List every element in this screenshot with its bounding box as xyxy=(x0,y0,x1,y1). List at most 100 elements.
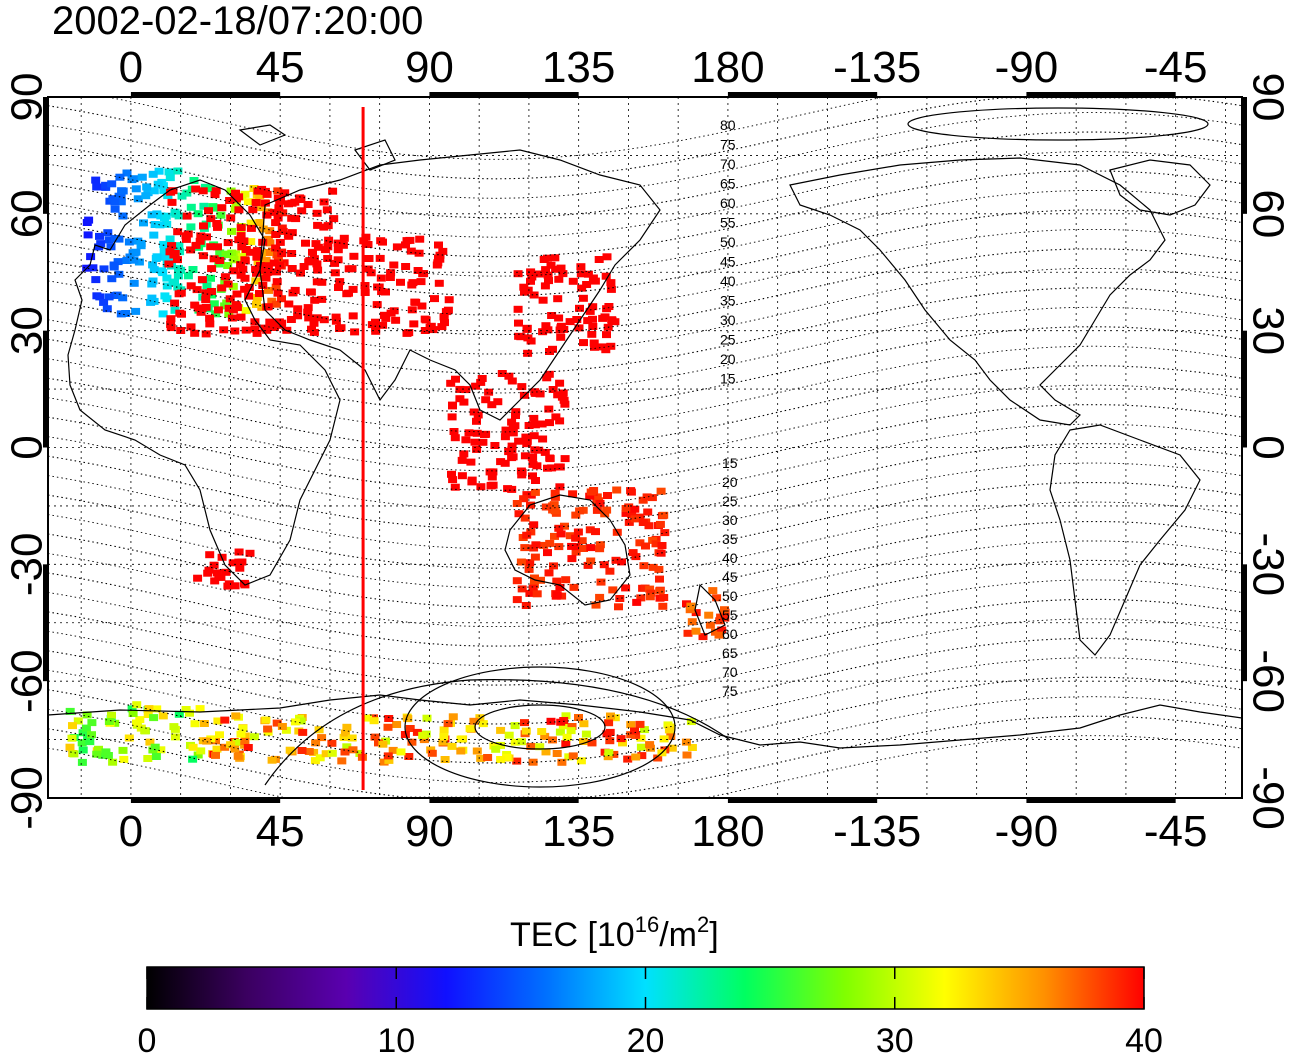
tec-pixel xyxy=(603,753,613,761)
tec-pixel xyxy=(637,752,647,760)
tec-pixel xyxy=(449,428,459,435)
tec-pixel xyxy=(158,310,168,318)
tec-pixel xyxy=(170,299,180,307)
contour-line xyxy=(48,559,1242,647)
tec-pixel xyxy=(517,738,526,746)
tec-pixel xyxy=(606,342,616,350)
tec-pixel xyxy=(612,486,622,494)
tec-pixel xyxy=(585,307,595,315)
tec-pixel xyxy=(375,254,385,262)
tec-pixel xyxy=(193,751,203,759)
tec-pixel xyxy=(165,174,175,182)
colorbar-tick-label: 40 xyxy=(1125,1022,1163,1057)
tec-pixel xyxy=(269,208,279,216)
frame-bar xyxy=(727,92,878,97)
tec-pixel xyxy=(507,418,517,426)
contour-line xyxy=(48,482,1242,569)
tec-pixel xyxy=(568,277,578,285)
tec-pixel xyxy=(232,738,242,746)
tec-pixel xyxy=(583,270,593,278)
tec-pixel xyxy=(552,591,562,599)
tec-pixel xyxy=(364,255,374,262)
contour-label: 40 xyxy=(720,273,736,289)
tec-pixel xyxy=(78,729,88,737)
tec-pixel xyxy=(556,264,566,272)
tec-pixel xyxy=(540,732,550,740)
contour-label: 15 xyxy=(722,455,738,471)
tec-pixel xyxy=(155,221,165,229)
tec-pixel xyxy=(277,319,287,327)
tec-pixel xyxy=(472,747,482,755)
tec-pixel xyxy=(507,454,517,462)
tec-pixel xyxy=(311,739,321,747)
tec-pixel xyxy=(513,305,523,313)
tec-pixel xyxy=(500,459,510,467)
tec-pixel xyxy=(497,370,507,377)
tec-pixel xyxy=(148,170,158,178)
tec-pixel xyxy=(402,237,412,245)
tec-pixel xyxy=(174,710,184,718)
tec-pixel xyxy=(601,272,611,280)
tec-pixel xyxy=(720,614,730,622)
contour-line xyxy=(48,501,1242,589)
tec-pixel xyxy=(545,455,555,463)
tec-pixel xyxy=(246,224,256,232)
contour-line xyxy=(48,287,1242,375)
tec-pixel xyxy=(277,295,286,303)
frame-bar xyxy=(130,798,281,803)
tec-pixel xyxy=(206,215,216,223)
tec-pixel xyxy=(224,310,234,318)
contour-label: 80 xyxy=(720,117,736,133)
tec-pixel xyxy=(561,740,571,748)
tec-pixel xyxy=(158,712,168,720)
bottom-lon-tick-label: -45 xyxy=(1144,807,1208,856)
tec-pixel xyxy=(101,181,111,189)
tec-pixel xyxy=(556,718,566,726)
tec-pixel xyxy=(530,421,540,429)
tec-pixel xyxy=(450,483,460,491)
tec-pixel xyxy=(147,294,157,302)
tec-pixel xyxy=(118,212,128,220)
tec-pixel xyxy=(322,206,332,214)
tec-pixel xyxy=(273,187,283,195)
tec-pixel xyxy=(164,168,174,176)
tec-pixel xyxy=(243,744,253,751)
tec-pixel xyxy=(262,303,272,311)
right-lat-tick-label: -30 xyxy=(1243,533,1292,597)
tec-pixel xyxy=(137,173,147,181)
contour-line xyxy=(48,170,1242,258)
tec-pixel xyxy=(476,378,486,386)
tec-pixel xyxy=(502,753,512,761)
tec-pixel xyxy=(159,240,169,248)
tec-pixel xyxy=(404,753,414,760)
tec-pixel xyxy=(315,754,325,762)
tec-pixel xyxy=(255,192,265,199)
tec-pixel xyxy=(577,537,587,545)
tec-pixel xyxy=(333,256,343,264)
tec-pixel xyxy=(417,302,427,310)
tec-pixel xyxy=(69,750,79,758)
tec-pixel xyxy=(440,319,449,327)
tec-pixel xyxy=(297,207,307,215)
tec-pixel xyxy=(231,200,241,208)
tec-pixel xyxy=(626,731,636,739)
tec-pixel xyxy=(514,437,524,445)
tec-pixel xyxy=(191,185,201,193)
tec-pixel xyxy=(273,289,283,297)
tec-pixel xyxy=(303,308,313,316)
tec-pixel xyxy=(422,714,432,722)
tec-pixel xyxy=(116,198,126,206)
tec-pixel xyxy=(261,256,271,264)
tec-pixel xyxy=(714,631,724,639)
tec-pixel xyxy=(421,316,431,324)
tec-pixel xyxy=(656,487,666,495)
tec-pixel xyxy=(521,433,531,441)
tec-pixel xyxy=(457,472,467,480)
tec-pixel xyxy=(653,754,663,762)
tec-pixel xyxy=(514,319,523,327)
tec-pixel xyxy=(514,510,524,518)
tec-pixel xyxy=(624,518,634,526)
tec-pixel xyxy=(541,266,551,274)
tec-pixel xyxy=(511,412,520,419)
contour-label: 25 xyxy=(722,493,738,509)
